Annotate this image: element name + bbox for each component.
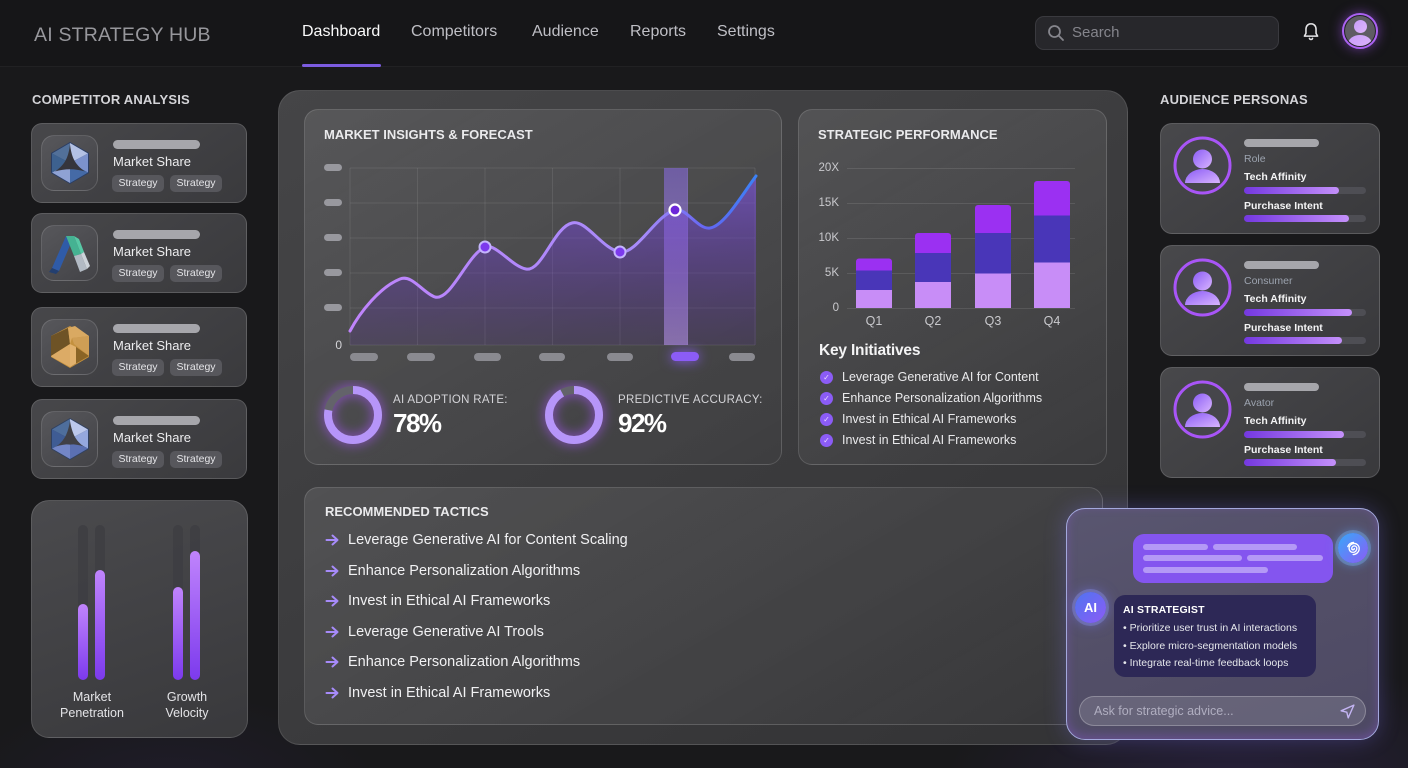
svg-text:0: 0: [335, 338, 342, 352]
